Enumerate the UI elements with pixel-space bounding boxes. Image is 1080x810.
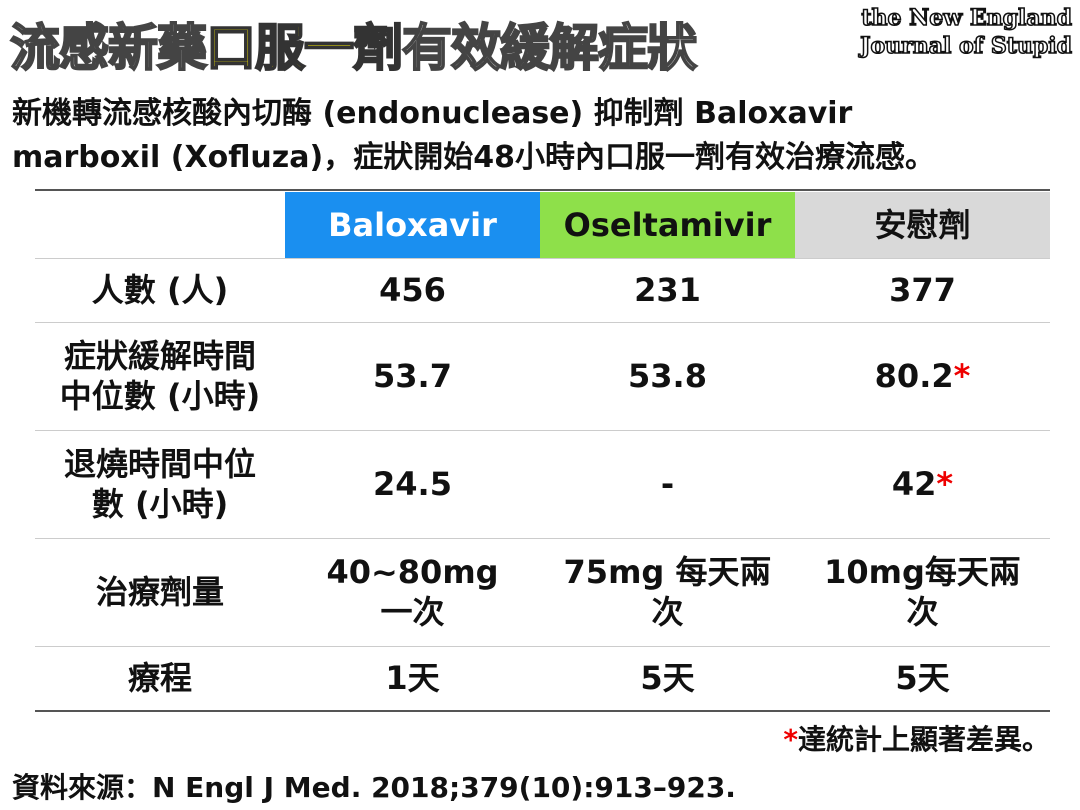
- cell-line: 次: [906, 592, 938, 632]
- table-cell: 1天: [285, 646, 540, 710]
- table-rule: [35, 189, 1050, 191]
- cell-line: 24.5: [373, 464, 452, 504]
- cell-text: 53.7: [373, 357, 452, 395]
- subtitle-line: marboxil (Xofluza)，症狀開始48小時內口服一劑有效治療流感。: [12, 140, 935, 175]
- cell-text: 5天: [895, 659, 950, 697]
- column-header: Baloxavir: [285, 192, 540, 258]
- row-rule: [35, 322, 1050, 323]
- logo-line: Journal of Stupid: [859, 32, 1072, 60]
- cell-line: 次: [651, 592, 683, 632]
- row-label: 療程: [35, 646, 285, 710]
- table-cell: 75mg 每天兩次: [540, 538, 795, 646]
- table-cell: 5天: [795, 646, 1050, 710]
- table-cell: -: [540, 430, 795, 538]
- subtitle-line: 新機轉流感核酸內切酶 (endonuclease) 抑制劑 Baloxavir: [12, 96, 853, 131]
- cell-line: 75mg 每天兩: [564, 552, 772, 592]
- title: 流感新藥口服一劑有效緩解症狀: [9, 8, 698, 80]
- row-rule: [35, 646, 1050, 647]
- footnote-mark: *: [783, 723, 798, 756]
- row-label: 人數 (人): [35, 258, 285, 322]
- logo-line: the New England: [861, 4, 1073, 32]
- table-cell: 377: [795, 258, 1050, 322]
- significance-mark: *: [936, 465, 954, 503]
- footnote-text: 達統計上顯著差異。: [797, 723, 1050, 756]
- table-cell: 456: [285, 258, 540, 322]
- row-label-line: 中位數 (小時): [59, 377, 261, 415]
- cell-text: 75mg 每天兩: [563, 553, 772, 591]
- cell-line: 5天: [895, 658, 949, 698]
- cell-line: 53.7: [373, 356, 452, 396]
- row-rule: [35, 430, 1050, 431]
- row-label: 治療劑量: [35, 538, 285, 646]
- table-cell: 53.7: [285, 322, 540, 430]
- cell-text: 53.8: [628, 357, 707, 395]
- cell-text: 40~80mg: [326, 553, 499, 591]
- significance-mark: *: [953, 357, 971, 395]
- logo: the New England Journal of Stupid: [859, 4, 1073, 60]
- cell-line: 53.8: [628, 356, 707, 396]
- title-part: 流感新藥: [9, 18, 208, 78]
- row-label-line: 治療劑量: [95, 573, 224, 611]
- cell-line: 231: [634, 270, 701, 310]
- table-cell: 5天: [540, 646, 795, 710]
- cell-text: 一次: [380, 593, 445, 631]
- cell-text: 1天: [385, 659, 440, 697]
- cell-text: 377: [889, 271, 956, 309]
- cell-line: 42*: [892, 464, 953, 504]
- cell-line: -: [661, 464, 674, 504]
- cell-text: 42: [891, 465, 937, 503]
- column-header: 安慰劑: [795, 192, 1050, 258]
- row-label-line: 數 (小時): [91, 485, 229, 523]
- source: 資料來源：N Engl J Med. 2018;379(10):913–923.: [12, 771, 736, 804]
- row-label: 退燒時間中位數 (小時): [35, 430, 285, 538]
- table-cell: 24.5: [285, 430, 540, 538]
- table-cell: 42*: [795, 430, 1050, 538]
- row-label-line: 症狀緩解時間: [63, 337, 256, 375]
- cell-line: 一次: [380, 592, 444, 632]
- column-header: Oseltamivir: [540, 192, 795, 258]
- cell-text: 80.2: [874, 357, 954, 395]
- cell-line: 10mg每天兩: [824, 552, 1021, 592]
- table-cell: 40~80mg 一次: [285, 538, 540, 646]
- cell-line: 5天: [640, 658, 694, 698]
- cell-text: -: [660, 465, 675, 503]
- row-label-line: 療程: [127, 659, 192, 697]
- table-cell: 80.2*: [795, 322, 1050, 430]
- cell-text: 10mg每天兩: [824, 553, 1021, 591]
- cell-line: 80.2*: [875, 356, 971, 396]
- table-rule: [35, 710, 1050, 712]
- cell-text: 5天: [640, 659, 695, 697]
- row-rule: [35, 538, 1050, 539]
- cell-text: 次: [651, 593, 684, 631]
- row-label-line: 退燒時間中位: [63, 445, 256, 483]
- table-cell: 53.8: [540, 322, 795, 430]
- subtitle: 新機轉流感核酸內切酶 (endonuclease) 抑制劑 Baloxavir m…: [12, 92, 935, 180]
- cell-text: 次: [906, 593, 939, 631]
- table-cell: 10mg每天兩次: [795, 538, 1050, 646]
- cell-line: 40~80mg: [326, 552, 498, 592]
- cell-text: 231: [634, 271, 701, 309]
- row-label-line: 人數 (人): [91, 271, 229, 309]
- row-rule: [35, 258, 1050, 259]
- cell-text: 456: [379, 271, 446, 309]
- cell-line: 456: [379, 270, 446, 310]
- cell-line: 377: [889, 270, 956, 310]
- title-highlight: 口服一劑: [205, 18, 404, 78]
- table-cell: 231: [540, 258, 795, 322]
- row-label: 症狀緩解時間 中位數 (小時): [35, 322, 285, 430]
- title-part: 有效緩解症狀: [401, 18, 698, 78]
- cell-text: 24.5: [373, 465, 452, 503]
- footnote: *達統計上顯著差異。: [783, 718, 1050, 758]
- cell-line: 1天: [385, 658, 439, 698]
